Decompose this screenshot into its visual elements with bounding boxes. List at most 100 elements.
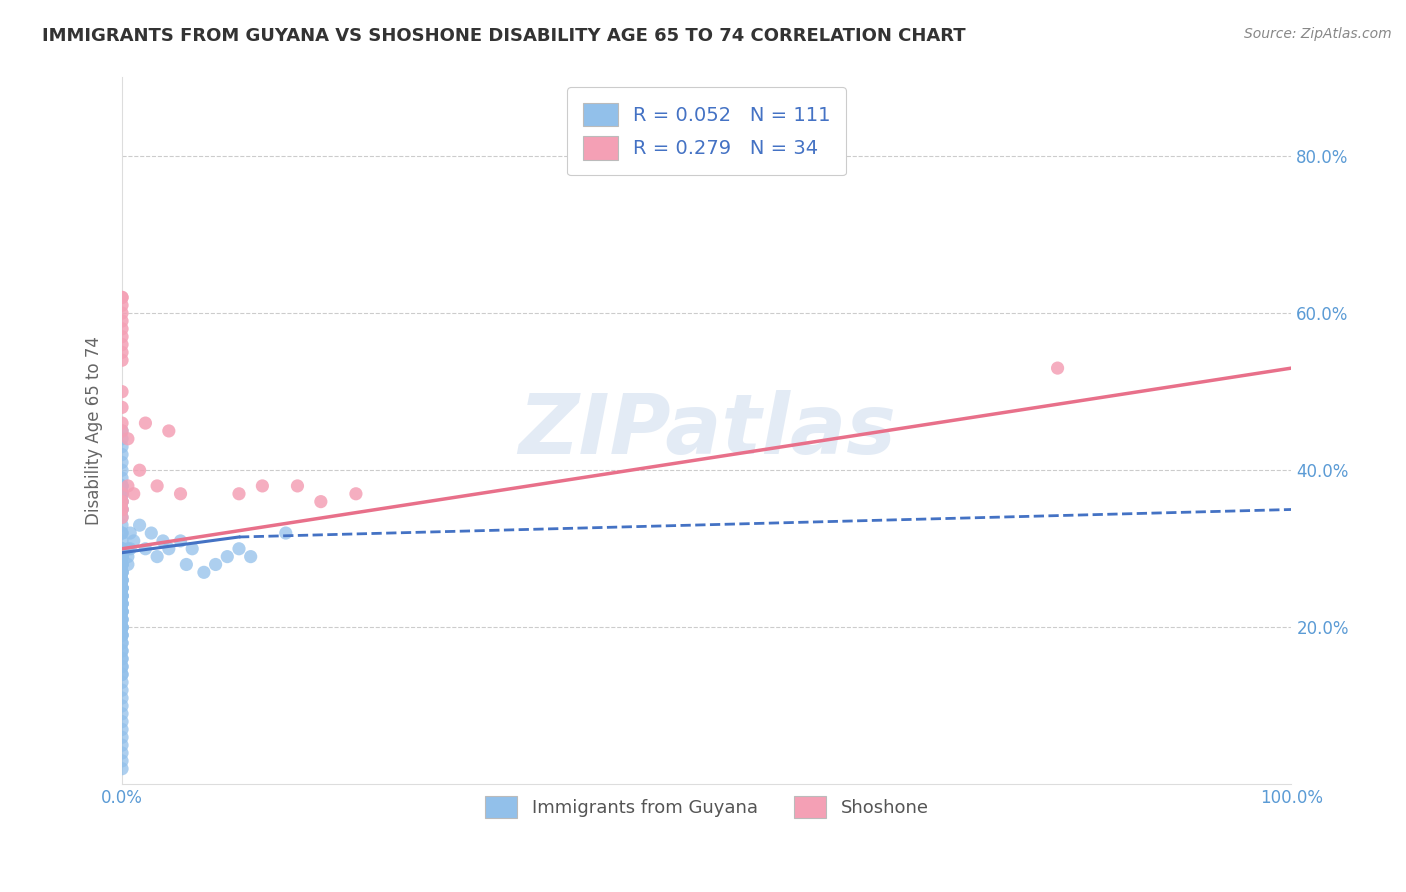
Point bbox=[111, 541, 134, 556]
Point bbox=[111, 494, 134, 508]
Legend: Immigrants from Guyana, Shoshone: Immigrants from Guyana, Shoshone bbox=[478, 789, 936, 825]
Point bbox=[111, 518, 134, 533]
Point bbox=[111, 597, 134, 611]
Point bbox=[111, 541, 134, 556]
Point bbox=[111, 589, 134, 603]
Point bbox=[111, 306, 134, 320]
Point bbox=[111, 566, 134, 580]
Point bbox=[111, 463, 134, 477]
Point bbox=[111, 675, 134, 690]
Point bbox=[111, 440, 134, 454]
Point bbox=[111, 290, 134, 304]
Point bbox=[111, 620, 134, 634]
Point bbox=[157, 424, 180, 438]
Point bbox=[111, 494, 134, 508]
Point bbox=[111, 652, 134, 666]
Point bbox=[111, 659, 134, 673]
Point bbox=[111, 612, 134, 626]
Point bbox=[111, 558, 134, 572]
Point bbox=[111, 290, 134, 304]
Point bbox=[111, 620, 134, 634]
Point bbox=[111, 754, 134, 768]
Point bbox=[111, 566, 134, 580]
Point bbox=[120, 541, 142, 556]
Point bbox=[117, 541, 139, 556]
Point bbox=[111, 541, 134, 556]
Point bbox=[287, 479, 309, 493]
Point bbox=[111, 510, 134, 524]
Point bbox=[111, 573, 134, 587]
Point bbox=[111, 731, 134, 745]
Point bbox=[181, 541, 204, 556]
Point bbox=[111, 487, 134, 501]
Point bbox=[111, 487, 134, 501]
Point bbox=[111, 620, 134, 634]
Point bbox=[111, 762, 134, 776]
Point bbox=[111, 526, 134, 541]
Point bbox=[111, 549, 134, 564]
Point bbox=[111, 573, 134, 587]
Point bbox=[117, 432, 139, 446]
Point bbox=[204, 558, 226, 572]
Point bbox=[111, 502, 134, 516]
Point bbox=[111, 581, 134, 595]
Point bbox=[111, 401, 134, 415]
Point bbox=[111, 384, 134, 399]
Point bbox=[111, 706, 134, 721]
Point bbox=[111, 636, 134, 650]
Point bbox=[111, 620, 134, 634]
Point bbox=[111, 566, 134, 580]
Point bbox=[111, 589, 134, 603]
Point bbox=[1046, 361, 1069, 376]
Point bbox=[120, 526, 142, 541]
Point bbox=[111, 581, 134, 595]
Point bbox=[111, 566, 134, 580]
Point bbox=[169, 487, 191, 501]
Point bbox=[111, 698, 134, 713]
Point bbox=[111, 589, 134, 603]
Text: ZIPatlas: ZIPatlas bbox=[517, 391, 896, 472]
Point bbox=[111, 424, 134, 438]
Point bbox=[274, 526, 297, 541]
Point bbox=[111, 581, 134, 595]
Point bbox=[111, 597, 134, 611]
Point bbox=[111, 746, 134, 760]
Point bbox=[152, 533, 174, 548]
Point bbox=[111, 455, 134, 469]
Point bbox=[111, 605, 134, 619]
Point bbox=[111, 298, 134, 312]
Point bbox=[111, 487, 134, 501]
Point bbox=[111, 597, 134, 611]
Point bbox=[111, 605, 134, 619]
Point bbox=[111, 314, 134, 328]
Point bbox=[111, 581, 134, 595]
Point bbox=[111, 581, 134, 595]
Point bbox=[111, 691, 134, 706]
Point bbox=[111, 636, 134, 650]
Point bbox=[111, 479, 134, 493]
Point bbox=[111, 424, 134, 438]
Point bbox=[111, 723, 134, 737]
Point bbox=[111, 479, 134, 493]
Point bbox=[111, 558, 134, 572]
Point bbox=[111, 487, 134, 501]
Point bbox=[111, 652, 134, 666]
Point bbox=[111, 502, 134, 516]
Point bbox=[111, 738, 134, 752]
Point bbox=[141, 526, 163, 541]
Point bbox=[122, 487, 145, 501]
Point bbox=[111, 337, 134, 351]
Point bbox=[128, 463, 150, 477]
Point bbox=[111, 526, 134, 541]
Point bbox=[111, 659, 134, 673]
Point bbox=[111, 683, 134, 698]
Point bbox=[111, 644, 134, 658]
Point bbox=[111, 589, 134, 603]
Point bbox=[239, 549, 262, 564]
Point bbox=[228, 487, 250, 501]
Point bbox=[111, 494, 134, 508]
Point bbox=[111, 605, 134, 619]
Point bbox=[193, 566, 215, 580]
Point bbox=[111, 628, 134, 642]
Point bbox=[111, 628, 134, 642]
